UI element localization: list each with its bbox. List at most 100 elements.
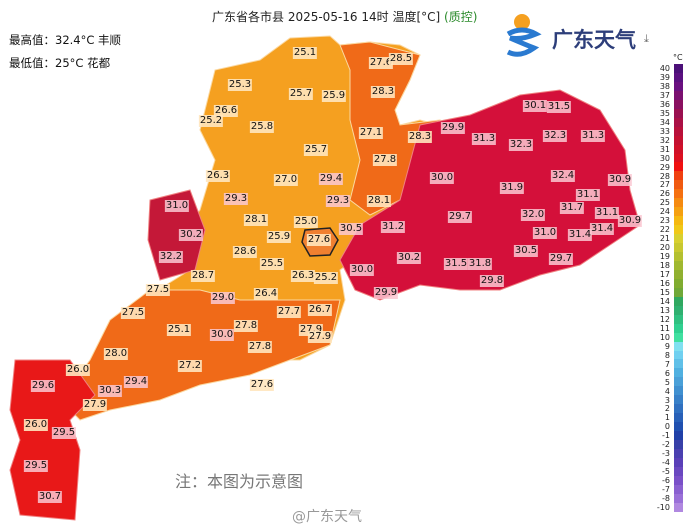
station-temperature-label: 30.2 xyxy=(396,252,422,264)
station-temperature-label: 31.4 xyxy=(589,223,615,235)
max-value: 最高值：32.4°C 丰顺 xyxy=(9,33,122,47)
legend-tick-label: -3 xyxy=(662,449,670,459)
legend-swatch xyxy=(674,189,683,199)
station-temperature-label: 32.3 xyxy=(508,139,534,151)
legend-swatch xyxy=(674,171,683,181)
color-legend-bar xyxy=(674,64,683,512)
station-temperature-label: 27.6 xyxy=(306,234,332,246)
legend-tick-label: -8 xyxy=(662,494,670,504)
station-temperature-label: 31.3 xyxy=(580,130,606,142)
station-temperature-label: 25.7 xyxy=(288,88,314,100)
legend-tick-label: 21 xyxy=(659,234,670,244)
legend-tick-label: 30 xyxy=(659,153,670,163)
station-temperature-label: 30.1 xyxy=(522,100,548,112)
station-temperature-label: 25.0 xyxy=(293,216,319,228)
station-temperature-label: 30.9 xyxy=(607,174,633,186)
legend-swatch xyxy=(674,72,683,82)
station-temperature-label: 30.0 xyxy=(429,172,455,184)
legend-swatch xyxy=(674,457,683,467)
legend-tick-label: 20 xyxy=(659,243,670,253)
legend-swatch xyxy=(674,323,683,333)
legend-swatch xyxy=(674,386,683,396)
legend-tick-label: 1 xyxy=(664,413,670,423)
legend-tick-label: 8 xyxy=(664,350,670,360)
map-title: 广东省各市县 2025-05-16 14时 温度[°C] (质控) xyxy=(212,8,477,25)
station-temperature-label: 27.9 xyxy=(82,399,108,411)
legend-swatch xyxy=(674,64,683,73)
legend-tick-label: 2 xyxy=(664,404,670,414)
station-temperature-label: 32.3 xyxy=(542,130,568,142)
station-temperature-label: 31.8 xyxy=(467,258,493,270)
legend-swatch xyxy=(674,466,683,476)
station-temperature-label: 25.1 xyxy=(292,47,318,59)
legend-swatch xyxy=(674,448,683,458)
station-temperature-label: 31.2 xyxy=(380,221,406,233)
legend-tick-label: 9 xyxy=(664,341,670,351)
station-temperature-label: 28.1 xyxy=(243,214,269,226)
station-temperature-label: 31.9 xyxy=(499,182,525,194)
legend-swatch xyxy=(674,314,683,324)
legend-swatch xyxy=(674,395,683,405)
legend-tick-label: 26 xyxy=(659,189,670,199)
legend-tick-label: 0 xyxy=(664,422,670,432)
weibo-watermark: @广东天气 xyxy=(292,509,362,525)
station-temperature-label: 25.2 xyxy=(313,272,339,284)
station-temperature-label: 32.0 xyxy=(520,209,546,221)
station-temperature-label: 25.3 xyxy=(227,79,253,91)
legend-tick-label: 27 xyxy=(659,180,670,190)
legend-tick-label: 23 xyxy=(659,216,670,226)
legend-swatch xyxy=(674,269,683,279)
legend-tick-label: 37 xyxy=(659,90,670,100)
legend-swatch xyxy=(674,234,683,244)
station-temperature-label: 27.6 xyxy=(368,57,394,69)
legend-swatch xyxy=(674,198,683,208)
legend-tick-label: 29 xyxy=(659,162,670,172)
station-temperature-label: 31.3 xyxy=(471,133,497,145)
legend-swatch xyxy=(674,126,683,136)
legend-swatch xyxy=(674,207,683,217)
station-temperature-label: 27.2 xyxy=(177,360,203,372)
legend-swatch xyxy=(674,296,683,306)
legend-tick-label: 25 xyxy=(659,198,670,208)
legend-tick-label: -1 xyxy=(662,431,670,441)
station-temperature-label: 31.7 xyxy=(559,202,585,214)
station-temperature-label: 25.1 xyxy=(166,324,192,336)
download-icon[interactable]: ⤓ xyxy=(644,32,649,45)
legend-swatch xyxy=(674,99,683,109)
legend-unit: °C xyxy=(673,53,683,62)
station-temperature-label: 27.5 xyxy=(120,307,146,319)
station-temperature-label: 29.3 xyxy=(325,195,351,207)
legend-tick-label: 38 xyxy=(659,81,670,91)
legend-swatch xyxy=(674,243,683,253)
legend-swatch xyxy=(674,180,683,190)
title-text: 广东省各市县 2025-05-16 14时 温度[°C] xyxy=(212,10,445,24)
station-temperature-label: 31.4 xyxy=(567,229,593,241)
station-temperature-label: 26.7 xyxy=(307,304,333,316)
station-temperature-label: 27.0 xyxy=(273,174,299,186)
station-temperature-label: 29.4 xyxy=(318,173,344,185)
legend-swatch xyxy=(674,252,683,261)
legend-tick-label: 5 xyxy=(664,377,670,387)
station-temperature-label: 29.7 xyxy=(447,211,473,223)
legend-swatch xyxy=(674,260,683,270)
station-temperature-label: 27.5 xyxy=(145,284,171,296)
legend-swatch xyxy=(674,332,683,342)
legend-tick-label: -5 xyxy=(662,467,670,477)
station-temperature-label: 25.9 xyxy=(266,231,292,243)
legend-tick-label: 33 xyxy=(659,126,670,136)
region-leizhou xyxy=(9,359,96,521)
min-value: 最低值：25°C 花都 xyxy=(9,56,111,70)
station-temperature-label: 30.5 xyxy=(338,223,364,235)
legend-swatch xyxy=(674,350,683,360)
legend-tick-label: -6 xyxy=(662,476,670,486)
legend-swatch xyxy=(674,90,683,100)
station-temperature-label: 28.6 xyxy=(232,246,258,258)
station-temperature-label: 29.0 xyxy=(210,292,236,304)
logo-text: 广东天气 xyxy=(552,28,636,52)
station-temperature-label: 25.7 xyxy=(303,144,329,156)
legend-tick-label: 13 xyxy=(659,305,670,315)
legend-swatch xyxy=(674,475,683,485)
legend-tick-label: -2 xyxy=(662,440,670,450)
station-temperature-label: 30.0 xyxy=(349,264,375,276)
